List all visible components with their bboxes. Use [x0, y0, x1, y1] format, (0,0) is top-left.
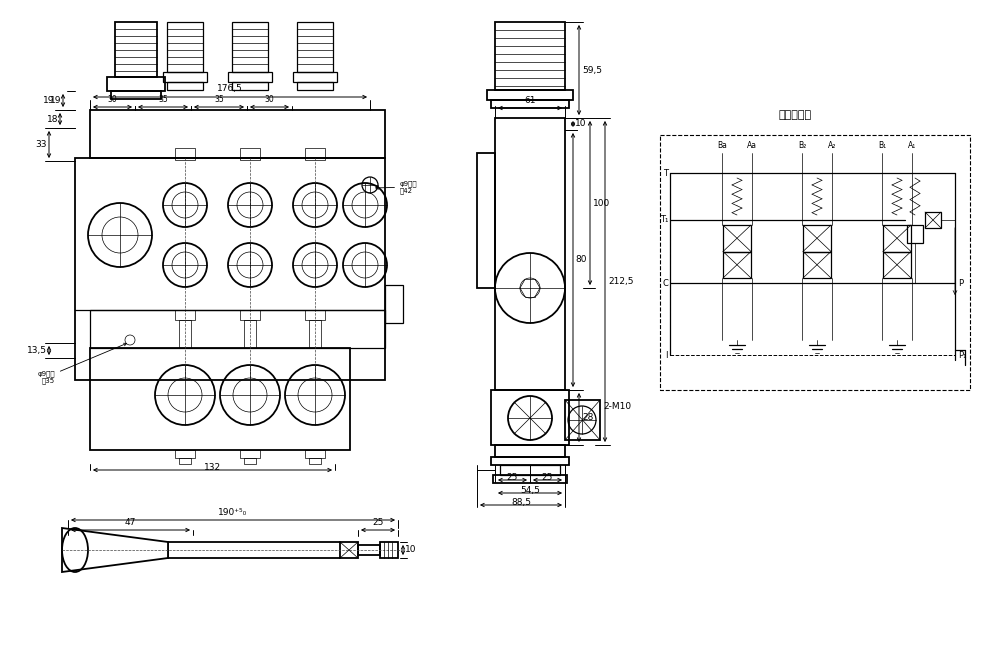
- Text: 35: 35: [214, 95, 224, 104]
- Bar: [385, 285, 403, 323]
- Bar: [115, 22, 157, 77]
- Text: Ba: Ba: [717, 141, 727, 150]
- Bar: [358, 545, 380, 555]
- Text: 100: 100: [593, 199, 610, 208]
- Bar: [925, 212, 941, 228]
- Text: 25: 25: [507, 473, 518, 482]
- Bar: [723, 225, 751, 252]
- Bar: [90, 110, 385, 158]
- Bar: [175, 148, 195, 160]
- Text: Aa: Aa: [747, 141, 757, 150]
- Text: T: T: [663, 168, 668, 177]
- Bar: [491, 457, 569, 465]
- Text: 19: 19: [50, 96, 61, 105]
- Bar: [179, 458, 191, 464]
- Bar: [565, 400, 600, 440]
- Text: 10: 10: [575, 119, 586, 128]
- Text: T₁: T₁: [660, 215, 668, 224]
- Text: B₁: B₁: [878, 141, 886, 150]
- Text: B₂: B₂: [798, 141, 806, 150]
- Text: A₂: A₂: [828, 141, 836, 150]
- Bar: [477, 153, 495, 288]
- Text: φ9通孔
高35: φ9通孔 高35: [37, 343, 127, 384]
- Text: 80: 80: [575, 255, 586, 264]
- Bar: [90, 348, 350, 450]
- Bar: [305, 310, 325, 320]
- Bar: [380, 542, 398, 558]
- Bar: [491, 390, 569, 445]
- Bar: [487, 90, 573, 100]
- Bar: [75, 158, 385, 380]
- Text: 13,5: 13,5: [27, 346, 47, 355]
- Bar: [309, 320, 321, 348]
- Text: 30: 30: [265, 95, 274, 104]
- Bar: [167, 82, 203, 90]
- Text: 59,5: 59,5: [582, 66, 602, 75]
- Bar: [883, 225, 911, 252]
- Bar: [495, 118, 565, 390]
- Text: 88,5: 88,5: [511, 498, 531, 507]
- Text: 47: 47: [125, 518, 136, 527]
- Text: I: I: [666, 350, 668, 359]
- Bar: [179, 320, 191, 348]
- Bar: [305, 148, 325, 160]
- Text: 212,5: 212,5: [608, 277, 634, 286]
- Text: C: C: [662, 279, 668, 288]
- Bar: [240, 310, 260, 320]
- Bar: [491, 100, 569, 108]
- Bar: [495, 22, 565, 90]
- Bar: [111, 91, 161, 99]
- Text: 54,5: 54,5: [520, 486, 540, 495]
- Bar: [883, 252, 911, 278]
- Bar: [803, 225, 831, 252]
- Bar: [297, 82, 333, 90]
- Text: 30: 30: [108, 95, 117, 104]
- Bar: [803, 252, 831, 278]
- Text: 28: 28: [582, 413, 593, 422]
- Bar: [723, 252, 751, 278]
- Bar: [907, 225, 923, 243]
- Text: 25: 25: [372, 518, 384, 527]
- Bar: [660, 135, 970, 390]
- Bar: [167, 22, 203, 72]
- Text: 液压原理图: 液压原理图: [778, 110, 812, 120]
- Bar: [240, 148, 260, 160]
- Text: 2-M10: 2-M10: [603, 402, 631, 411]
- Bar: [90, 310, 385, 348]
- Bar: [340, 542, 358, 558]
- Text: 19: 19: [43, 96, 54, 105]
- Text: 190⁺⁵₀: 190⁺⁵₀: [218, 508, 248, 517]
- Bar: [293, 72, 337, 82]
- Text: 25: 25: [542, 473, 553, 482]
- Text: 176,5: 176,5: [217, 84, 243, 93]
- Bar: [297, 22, 333, 72]
- Bar: [232, 22, 268, 72]
- Bar: [244, 320, 256, 348]
- Text: φ9通孔
高42: φ9通孔 高42: [376, 180, 418, 194]
- Text: 18: 18: [46, 115, 58, 123]
- Text: A₁: A₁: [908, 141, 916, 150]
- Bar: [107, 77, 165, 91]
- Bar: [175, 310, 195, 320]
- Bar: [305, 450, 325, 458]
- Bar: [163, 72, 207, 82]
- Bar: [500, 465, 560, 475]
- Bar: [228, 72, 272, 82]
- Text: 132: 132: [204, 463, 221, 472]
- Bar: [232, 82, 268, 90]
- Bar: [309, 458, 321, 464]
- Bar: [175, 450, 195, 458]
- Text: P: P: [958, 279, 963, 288]
- Text: 35: 35: [158, 95, 168, 104]
- Text: P₁: P₁: [958, 350, 966, 359]
- Text: 10: 10: [405, 546, 416, 555]
- Bar: [495, 445, 565, 457]
- Bar: [244, 458, 256, 464]
- Bar: [493, 475, 567, 483]
- Text: 61: 61: [524, 96, 536, 105]
- Bar: [240, 450, 260, 458]
- Text: 33: 33: [36, 140, 47, 149]
